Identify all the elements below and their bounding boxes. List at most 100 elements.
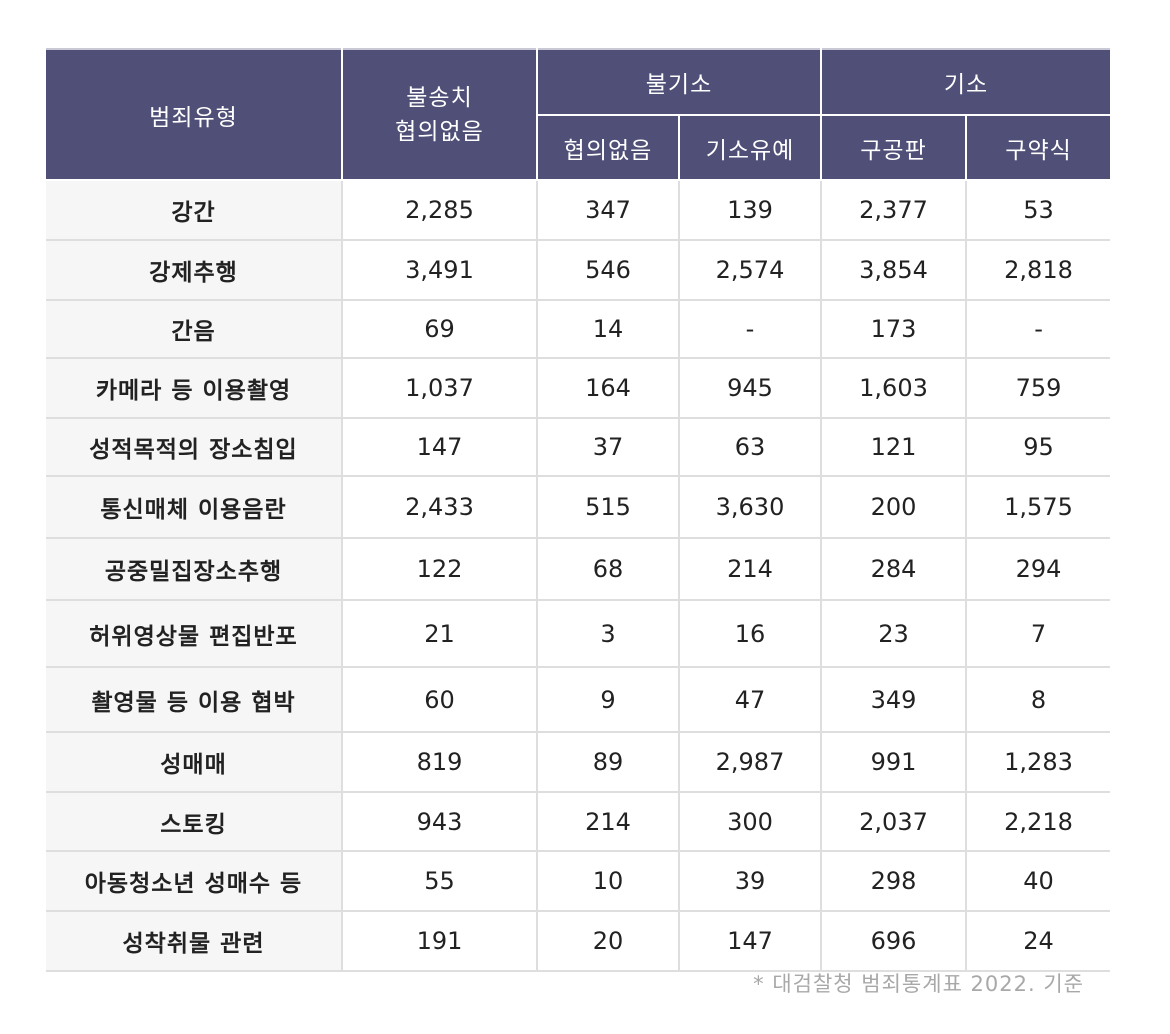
header-nonindict-suspended: 기소유예 (677, 114, 823, 181)
crime-type-label: 아동청소년 성매수 등 (46, 851, 343, 912)
police-no-charge-cell: 147 (342, 418, 538, 477)
table-body: 강간 2,285 347 139 2,377 53 강제추행 3,491 546 2,574 3,8… (46, 180, 1111, 972)
header-row-2: 협의없음 기소유예 구공판 구약식 (46, 114, 1111, 181)
nonindict-no-charge-cell: 37 (537, 418, 680, 477)
footnote: * 대검찰청 범죄통계표 2022. 기준 (753, 972, 1084, 996)
crime-type-label: 성적목적의 장소침입 (46, 418, 343, 477)
table-row: 촬영물 등 이용 협박 60 9 47 349 8 (46, 667, 1111, 733)
police-no-charge-cell: 122 (342, 538, 538, 601)
nonindict-no-charge-cell: 9 (537, 667, 680, 733)
nonindict-no-charge-cell: 214 (537, 792, 680, 852)
table-row: 강제추행 3,491 546 2,574 3,854 2,818 (46, 240, 1111, 301)
indict-summary-cell: 8 (966, 667, 1111, 733)
indict-formal-trial-cell: 1,603 (821, 358, 968, 419)
nonindict-no-charge-cell: 10 (537, 851, 680, 912)
header-police-no-charge: 불송치 협의없음 (341, 48, 538, 181)
police-no-charge-cell: 60 (342, 667, 538, 733)
nonindict-suspended-cell: 139 (679, 180, 823, 241)
crime-type-label: 간음 (46, 300, 343, 359)
indict-summary-cell: 759 (966, 358, 1111, 419)
indict-formal-trial-cell: 23 (821, 600, 968, 668)
indict-summary-cell: 1,283 (966, 732, 1111, 793)
police-no-charge-cell: 55 (342, 851, 538, 912)
indict-summary-cell: 2,218 (966, 792, 1111, 852)
indict-formal-trial-cell: 991 (821, 732, 968, 793)
nonindict-no-charge-cell: 68 (537, 538, 680, 601)
nonindict-suspended-cell: 147 (679, 911, 823, 972)
crime-type-label: 통신매체 이용음란 (46, 476, 343, 539)
police-no-charge-cell: 69 (342, 300, 538, 359)
table-row: 허위영상물 편집반포 21 3 16 23 7 (46, 600, 1111, 668)
police-no-charge-cell: 2,285 (342, 180, 538, 241)
nonindict-suspended-cell: 214 (679, 538, 823, 601)
indict-summary-cell: 2,818 (966, 240, 1111, 301)
indict-summary-cell: 1,575 (966, 476, 1111, 539)
indict-summary-cell: 7 (966, 600, 1111, 668)
header-row-1: 범죄유형 불송치 협의없음 불기소 기소 (46, 48, 1111, 181)
indict-formal-trial-cell: 2,377 (821, 180, 968, 241)
police-no-charge-cell: 2,433 (342, 476, 538, 539)
header-indict-summary: 구약식 (965, 114, 1111, 181)
header-indict-formal-trial: 구공판 (820, 114, 968, 181)
nonindict-suspended-cell: 47 (679, 667, 823, 733)
indict-formal-trial-cell: 3,854 (821, 240, 968, 301)
header-group-nonindictment: 불기소 (535, 48, 823, 116)
header-police-no-charge-line1: 불송치 (406, 84, 473, 111)
nonindict-suspended-cell: 300 (679, 792, 823, 852)
police-no-charge-cell: 191 (342, 911, 538, 972)
crime-statistics-table: 범죄유형 불송치 협의없음 불기소 기소 협의없음 기소유예 구공판 구약식 강… (46, 48, 1111, 972)
crime-type-label: 성착취물 관련 (46, 911, 343, 972)
table-header: 범죄유형 불송치 협의없음 불기소 기소 협의없음 기소유예 구공판 구약식 (46, 48, 1111, 181)
nonindict-suspended-cell: 63 (679, 418, 823, 477)
indict-formal-trial-cell: 284 (821, 538, 968, 601)
nonindict-no-charge-cell: 20 (537, 911, 680, 972)
nonindict-suspended-cell: 16 (679, 600, 823, 668)
table-row: 카메라 등 이용촬영 1,037 164 945 1,603 759 (46, 358, 1111, 419)
nonindict-suspended-cell: - (679, 300, 823, 359)
crime-type-label: 카메라 등 이용촬영 (46, 358, 343, 419)
indict-formal-trial-cell: 298 (821, 851, 968, 912)
nonindict-suspended-cell: 3,630 (679, 476, 823, 539)
table-row: 성매매 819 89 2,987 991 1,283 (46, 732, 1111, 793)
table-row: 성착취물 관련 191 20 147 696 24 (46, 911, 1111, 972)
header-police-no-charge-line2: 협의없음 (395, 118, 484, 145)
header-group-indictment: 기소 (820, 48, 1111, 116)
header-nonindict-no-charge: 협의없음 (537, 114, 680, 181)
indict-formal-trial-cell: 200 (821, 476, 968, 539)
crime-type-label: 공중밀집장소추행 (46, 538, 343, 601)
police-no-charge-cell: 819 (342, 732, 538, 793)
indict-summary-cell: 40 (966, 851, 1111, 912)
indict-summary-cell: 95 (966, 418, 1111, 477)
table-row: 아동청소년 성매수 등 55 10 39 298 40 (46, 851, 1111, 912)
nonindict-suspended-cell: 2,987 (679, 732, 823, 793)
crime-type-label: 스토킹 (46, 792, 343, 852)
nonindict-suspended-cell: 39 (679, 851, 823, 912)
crime-statistics-table-container: 범죄유형 불송치 협의없음 불기소 기소 협의없음 기소유예 구공판 구약식 강… (46, 48, 1111, 972)
nonindict-no-charge-cell: 347 (537, 180, 680, 241)
indict-formal-trial-cell: 121 (821, 418, 968, 477)
table-row: 통신매체 이용음란 2,433 515 3,630 200 1,575 (46, 476, 1111, 539)
crime-type-label: 강간 (46, 180, 343, 241)
nonindict-no-charge-cell: 164 (537, 358, 680, 419)
nonindict-no-charge-cell: 89 (537, 732, 680, 793)
indict-formal-trial-cell: 349 (821, 667, 968, 733)
nonindict-no-charge-cell: 515 (537, 476, 680, 539)
crime-type-label: 촬영물 등 이용 협박 (46, 667, 343, 733)
indict-formal-trial-cell: 2,037 (821, 792, 968, 852)
crime-type-label: 강제추행 (46, 240, 343, 301)
table-row: 간음 69 14-173- (46, 300, 1111, 359)
indict-summary-cell: - (966, 300, 1111, 359)
nonindict-no-charge-cell: 14 (537, 300, 680, 359)
nonindict-suspended-cell: 2,574 (679, 240, 823, 301)
indict-summary-cell: 294 (966, 538, 1111, 601)
nonindict-no-charge-cell: 546 (537, 240, 680, 301)
crime-type-label: 성매매 (46, 732, 343, 793)
police-no-charge-cell: 943 (342, 792, 538, 852)
table-row: 공중밀집장소추행 122 68 214 284 294 (46, 538, 1111, 601)
indict-summary-cell: 24 (966, 911, 1111, 972)
table-row: 강간 2,285 347 139 2,377 53 (46, 180, 1111, 241)
table-row: 성적목적의 장소침입 147 37 63 121 95 (46, 418, 1111, 477)
header-crime-type: 범죄유형 (46, 48, 343, 181)
nonindict-no-charge-cell: 3 (537, 600, 680, 668)
police-no-charge-cell: 21 (342, 600, 538, 668)
